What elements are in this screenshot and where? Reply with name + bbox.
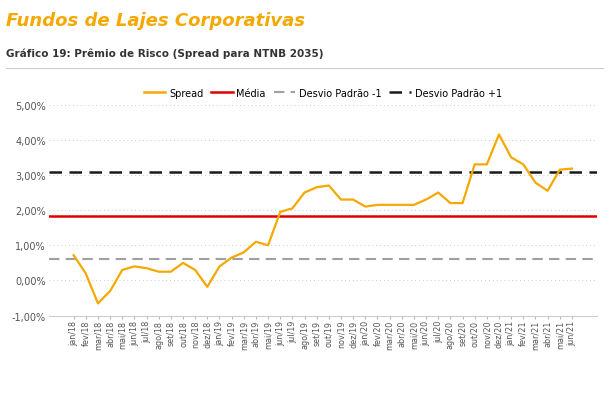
Text: Fundos de Lajes Corporativas: Fundos de Lajes Corporativas: [6, 12, 305, 30]
Text: Gráfico 19: Prêmio de Risco (Spread para NTNB 2035): Gráfico 19: Prêmio de Risco (Spread para…: [6, 49, 323, 59]
Legend: Spread, Média, Desvio Padrão -1, Desvio Padrão +1: Spread, Média, Desvio Padrão -1, Desvio …: [144, 88, 502, 98]
